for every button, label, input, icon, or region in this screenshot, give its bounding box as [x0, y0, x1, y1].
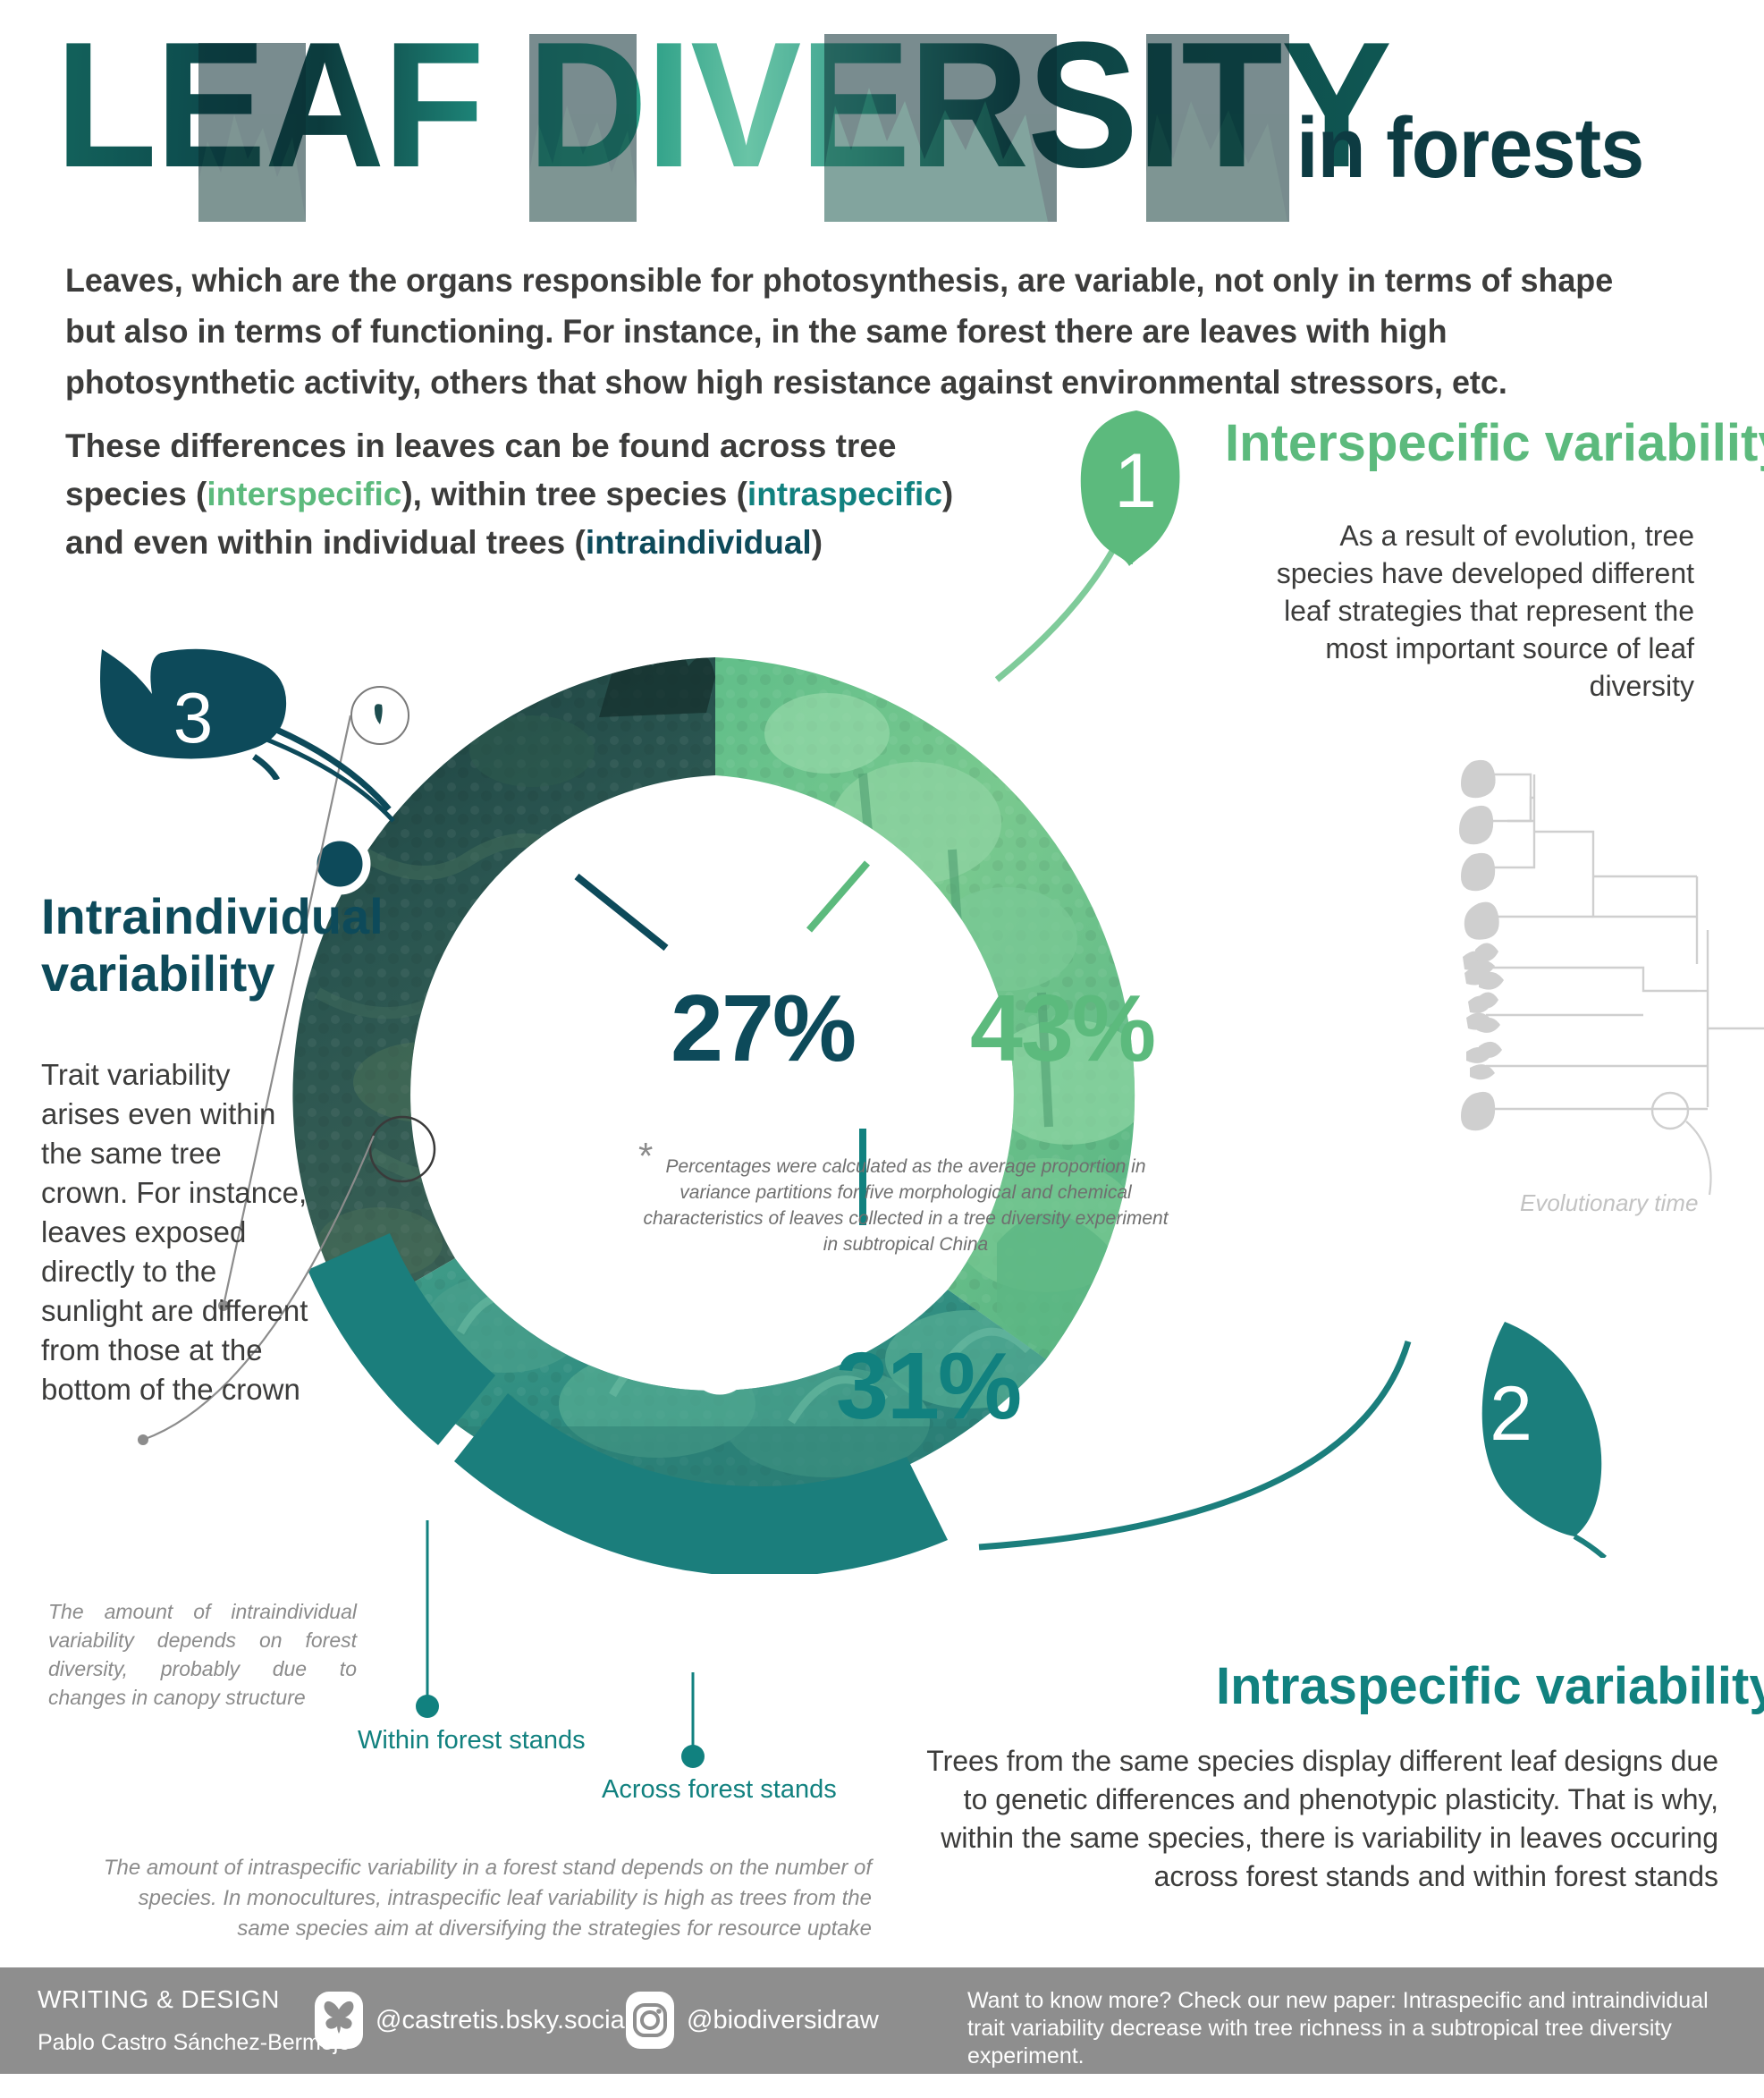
- instagram-handle: @biodiversidraw: [687, 2005, 879, 2035]
- crown-zoom-top-circle: [350, 686, 409, 745]
- donut-chart: [292, 657, 1135, 1574]
- phylo-axis-label: Evolutionary time: [1520, 1189, 1699, 1216]
- panel-3-title-line2: variability: [41, 945, 275, 1002]
- panel-2-body: Trees from the same species display diff…: [926, 1745, 1718, 1892]
- intro-paragraph-2: These differences in leaves can be found…: [65, 422, 977, 567]
- page-title: LEAF DIVERSITY: [55, 5, 1392, 205]
- badge-3-leaf-icon[interactable]: 3: [97, 646, 289, 780]
- bluesky-butterfly-icon: [315, 1992, 363, 2049]
- intro2-part-d: ): [811, 524, 823, 561]
- bluesky-handle: @castretis.bsky.social: [376, 2005, 631, 2035]
- caption-intraindividual: The amount of intraindividual variabilit…: [48, 1600, 357, 1709]
- ring-marker-interspecific-wrap: [916, 1077, 971, 1132]
- intro2-part-c: ) and even within individual trees (: [65, 476, 954, 561]
- term-intraindividual: intraindividual: [585, 524, 812, 561]
- percent-intraindividual: 27%: [671, 976, 857, 1081]
- panel-3-title-line1: Intraindividual: [41, 888, 384, 944]
- sub-arc-across-forest-stands: [454, 1393, 948, 1574]
- crown-pointer-lines: [138, 715, 376, 1445]
- ring-marker-interspecific-top[interactable]: [951, 679, 1007, 734]
- crown-zoom-bottom-wrap: [368, 1115, 436, 1183]
- intro2-part-a: These differences in leaves can be found…: [65, 427, 897, 512]
- panel-3-body: Trait variability arises even within the…: [41, 1058, 308, 1406]
- badge2-connector: [978, 1340, 1412, 1551]
- percent-within-forest-stands: 13%: [371, 1480, 435, 1515]
- footer-paper-doi[interactable]: https://doi.org/10.1038/s41467-025-67265…: [967, 2071, 1404, 2096]
- sub-arc-within-forest-stands: [308, 1233, 495, 1445]
- bluesky-link[interactable]: @castretis.bsky.social: [315, 1992, 630, 2049]
- percent-interspecific: 43%: [970, 976, 1156, 1081]
- footer-paper-text: Want to know more? Check our new paper: …: [967, 1988, 1709, 2068]
- ring-marker-intraindividual[interactable]: [308, 833, 371, 895]
- label-across-forest-stands: Across forest stands: [602, 1775, 837, 1804]
- ring-marker-group: [308, 833, 751, 1395]
- percent-leader-lines: [574, 860, 871, 1225]
- sub-arc-group: [308, 1233, 948, 1574]
- intro-paragraph: Leaves, which are the organs responsible…: [65, 262, 1614, 401]
- badge-1-leaf-icon[interactable]: 1: [1077, 407, 1194, 568]
- page-subtitle: in forests: [1296, 100, 1644, 196]
- badge-3-number: 3: [173, 678, 214, 757]
- badge-2-leaf-icon[interactable]: 2: [1390, 1316, 1614, 1558]
- footer-bar: WRITING & DESIGN Pablo Castro Sánchez-Be…: [0, 1967, 1764, 2096]
- term-intraspecific: intraspecific: [747, 476, 942, 512]
- ring-marker-interspecific[interactable]: [916, 1077, 971, 1132]
- ring-marker-top-wrap: [951, 679, 1007, 734]
- percent-intraspecific: 31%: [836, 1333, 1022, 1439]
- panel-1-title: Interspecific variability: [1225, 414, 1764, 472]
- panel-3-title: Intraindividual variability: [41, 888, 399, 1002]
- term-interspecific: interspecific: [207, 476, 402, 512]
- sub-leader-lines: [416, 1520, 705, 1768]
- crown-zoom-bottom-circle: [368, 1115, 436, 1183]
- instagram-link[interactable]: @biodiversidraw: [626, 1992, 879, 2049]
- title-block: LEAF DIVERSITY in forests: [55, 16, 1718, 222]
- footer-credit-label: WRITING & DESIGN: [38, 1985, 280, 2013]
- phylogenetic-tree-diagram: [1459, 759, 1764, 1196]
- caption-intraspecific: The amount of intraspecific variability …: [103, 1856, 872, 1941]
- footer-credit-name: Pablo Castro Sánchez-Bermejo: [38, 2030, 351, 2055]
- percent-across-forest-stands: 18%: [791, 1748, 855, 1783]
- footnote-asterisk: *: [638, 1135, 654, 1177]
- intro2-part-b: ), within tree species (: [401, 476, 747, 512]
- crown-zoom-top-wrap: [350, 686, 409, 745]
- label-within-forest-stands: Within forest stands: [358, 1726, 586, 1755]
- footer-paper-block: Want to know more? Check our new paper: …: [967, 1987, 1736, 2098]
- footnote-percentages: Percentages were calculated as the avera…: [643, 1156, 1169, 1255]
- badge-2-number: 2: [1490, 1371, 1532, 1457]
- phylo-node-circle: [1650, 1091, 1690, 1130]
- panel-1-body: As a result of evolution, tree species h…: [1276, 520, 1694, 702]
- instagram-icon: [626, 1992, 674, 2049]
- badge-1-number: 1: [1114, 438, 1157, 524]
- panel-2-title: Intraspecific variability: [1216, 1657, 1764, 1715]
